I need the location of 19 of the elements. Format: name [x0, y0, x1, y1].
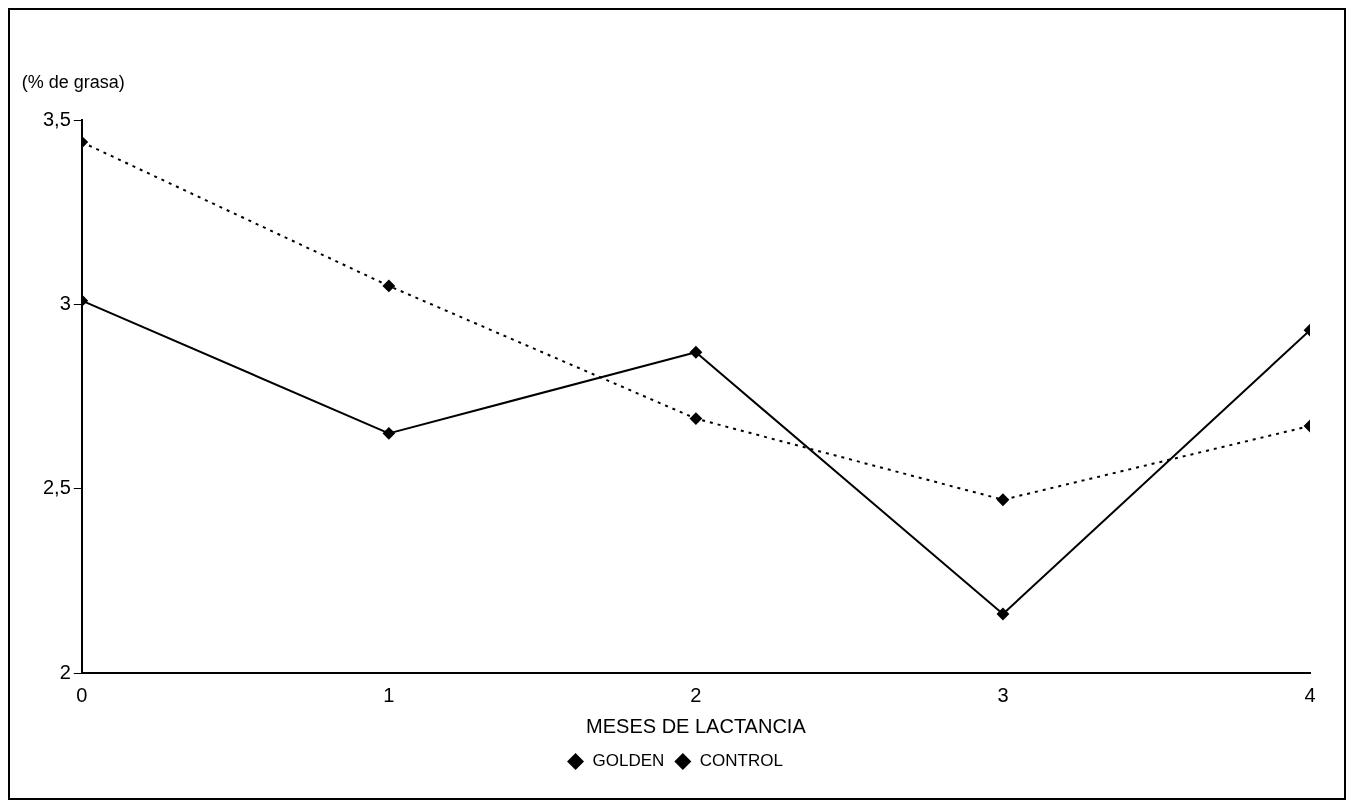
x-tick-label: 1 — [383, 683, 395, 706]
point — [996, 608, 1009, 621]
x-tick-label: 3 — [997, 683, 1009, 706]
y-tick-label: 2 — [59, 660, 71, 683]
x-axis-title: MESES DE LACTANCIA — [586, 714, 807, 737]
y-tick-label: 2,5 — [42, 476, 71, 499]
x-tick-label: 4 — [1304, 683, 1316, 706]
point — [382, 427, 395, 440]
legend-label: CONTROL — [699, 751, 783, 771]
x-tick-label: 2 — [690, 683, 702, 706]
y-axis-title: (% de grasa) — [21, 71, 125, 92]
legend-label: GOLDEN — [592, 751, 665, 771]
y-tick-label: 3 — [59, 291, 71, 314]
point — [689, 346, 702, 359]
point — [382, 279, 395, 292]
point — [689, 412, 702, 425]
x-tick-label: 0 — [76, 683, 88, 706]
point — [996, 493, 1009, 506]
y-tick-label: 3,5 — [42, 107, 71, 130]
